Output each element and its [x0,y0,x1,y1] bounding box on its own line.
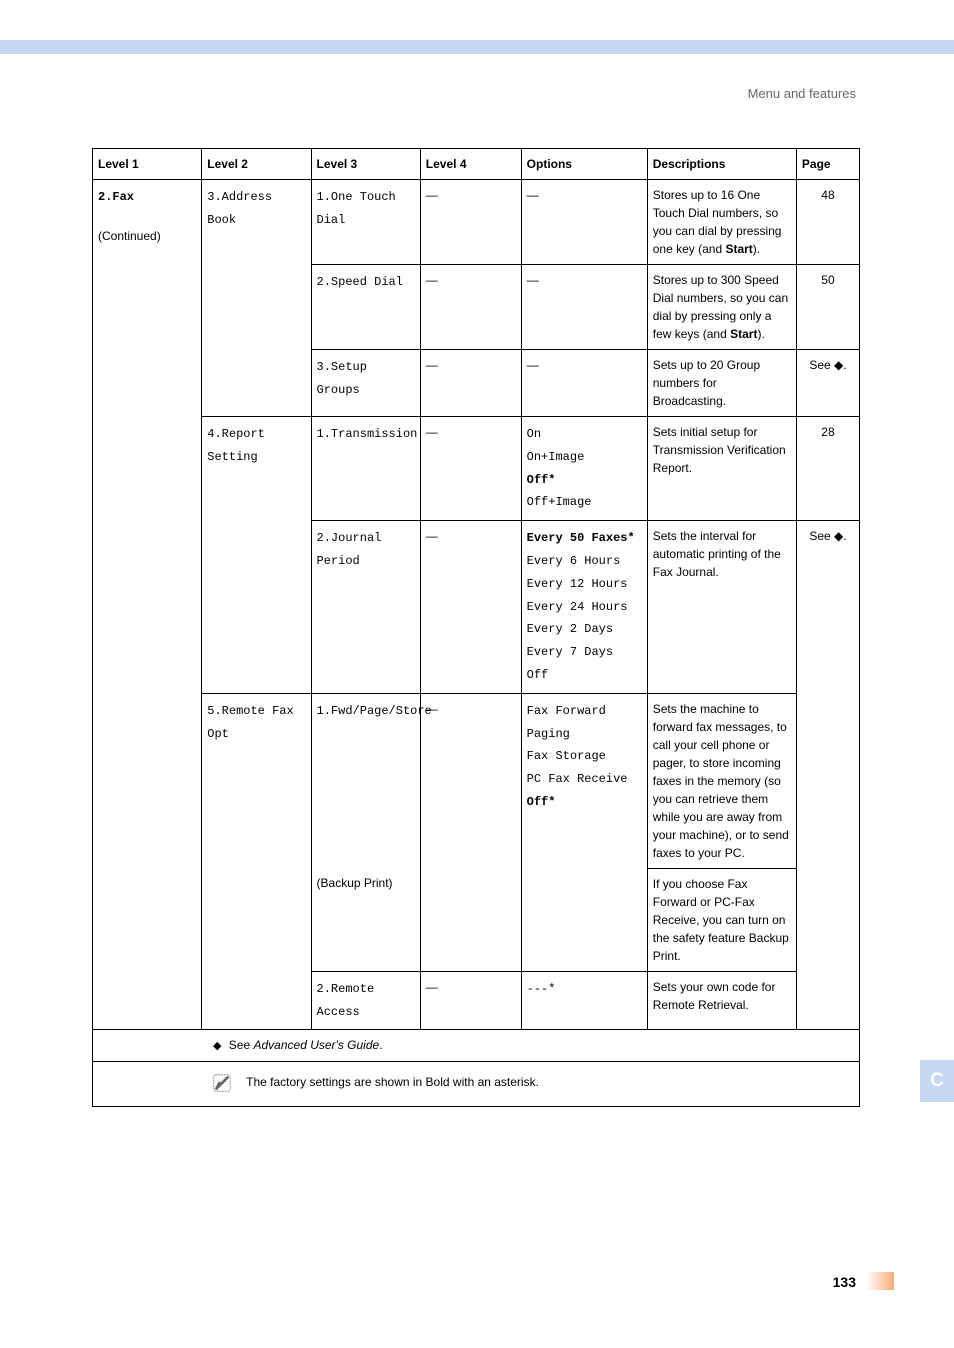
cell-level4 [420,868,521,971]
col-level2: Level 2 [202,149,311,180]
cell-level4: — [420,971,521,1030]
cell-level1: 2.Fax (Continued) [93,180,202,1030]
section-title: Menu and features [748,86,856,101]
opt-default: Every 50 Faxes* [527,531,635,545]
table-footer-see: See Advanced User's Guide. [93,1030,860,1062]
col-options: Options [521,149,647,180]
level1-continued: (Continued) [98,229,161,243]
cell-level3: 3.Setup Groups [311,350,420,417]
desc-bold: Start [725,242,752,256]
cell-level3: 1.Transmission [311,417,420,521]
opt-default: Off* [527,795,556,809]
cell-desc: Sets the machine to forward fax messages… [647,693,796,868]
opt: Fax Forward [527,704,606,718]
opt: PC Fax Receive [527,772,628,786]
desc-post: ). [753,242,760,256]
cell-level3: 1.One Touch Dial [311,180,420,265]
cell-level4: — [420,417,521,521]
table-row: 5.Remote Fax Opt 1.Fwd/Page/Store — Fax … [93,693,860,868]
top-stripe [0,40,954,54]
cell-level2: 4.Report Setting [202,417,311,694]
table-header-row: Level 1 Level 2 Level 3 Level 4 Options … [93,149,860,180]
opt: Fax Storage [527,749,606,763]
opt: Every 24 Hours [527,600,628,614]
cell-options: — [521,265,647,350]
opt: Every 2 Days [527,622,613,636]
cell-level3: 2.Remote Access [311,971,420,1030]
cell-options: ---* [521,971,647,1030]
opt: On [527,427,541,441]
see-post: . [379,1038,382,1052]
opt: Paging [527,727,570,741]
cell-level4: — [420,180,521,265]
table-row: 2.Fax (Continued) 3.Address Book 1.One T… [93,180,860,265]
opt: On+Image [527,450,585,464]
cell-level2: 3.Address Book [202,180,311,417]
cell-page: 28 [796,417,859,521]
level1-code: 2.Fax [98,190,134,204]
cell-page: 50 [796,265,859,350]
desc-text: Stores up to 300 Speed Dial numbers, so … [653,273,788,341]
factory-note: The factory settings are shown in Bold w… [246,1075,539,1089]
desc-text: Stores up to 16 One Touch Dial numbers, … [653,188,782,256]
cell-desc: Stores up to 300 Speed Dial numbers, so … [647,265,796,350]
section-tab: C [920,1060,954,1102]
cell-desc: Sets the interval for automatic printing… [647,521,796,694]
opt: Every 7 Days [527,645,613,659]
cell-level2: 5.Remote Fax Opt [202,693,311,1030]
cell-level3: 2.Journal Period [311,521,420,694]
cell-level3: 1.Fwd/Page/Store [311,693,420,868]
cell-desc: Stores up to 16 One Touch Dial numbers, … [647,180,796,265]
desc-post: ). [757,327,764,341]
opt: Every 6 Hours [527,554,621,568]
menu-table: Level 1 Level 2 Level 3 Level 4 Options … [92,148,860,1107]
cell-level4: — [420,693,521,868]
cell-page: See ◆. [796,350,859,417]
see-pre: See [225,1038,253,1052]
cell-level3: (Backup Print) [311,868,420,971]
page-accent-bar [866,1272,894,1290]
cell-level3: 2.Speed Dial [311,265,420,350]
see-guide: Advanced User's Guide [254,1038,380,1052]
cell-level4: — [420,265,521,350]
cell-options: On On+Image Off* Off+Image [521,417,647,521]
note-icon [211,1072,233,1094]
diamond-icon [213,1038,225,1052]
cell-options: Every 50 Faxes* Every 6 Hours Every 12 H… [521,521,647,694]
page-number: 133 [833,1274,856,1290]
cell-level4: — [420,350,521,417]
table-row: 4.Report Setting 1.Transmission — On On+… [93,417,860,521]
table-footer-note: The factory settings are shown in Bold w… [93,1061,860,1106]
cell-options: — [521,180,647,265]
opt: Off [527,668,549,682]
cell-desc: Sets initial setup for Transmission Veri… [647,417,796,521]
opt: Off+Image [527,495,592,509]
cell-options: Fax Forward Paging Fax Storage PC Fax Re… [521,693,647,971]
cell-desc: Sets your own code for Remote Retrieval. [647,971,796,1030]
desc-bold: Start [730,327,757,341]
cell-desc: If you choose Fax Forward or PC-Fax Rece… [647,868,796,971]
col-level4: Level 4 [420,149,521,180]
cell-level4: — [420,521,521,694]
opt: Every 12 Hours [527,577,628,591]
opt-default: Off* [527,473,556,487]
col-page: Page [796,149,859,180]
cell-page: 48 [796,180,859,265]
cell-options: — [521,350,647,417]
cell-desc: Sets up to 20 Group numbers for Broadcas… [647,350,796,417]
menu-table-wrap: Level 1 Level 2 Level 3 Level 4 Options … [92,148,860,1107]
cell-page: See ◆. [796,521,859,1030]
col-descriptions: Descriptions [647,149,796,180]
col-level3: Level 3 [311,149,420,180]
col-level1: Level 1 [93,149,202,180]
